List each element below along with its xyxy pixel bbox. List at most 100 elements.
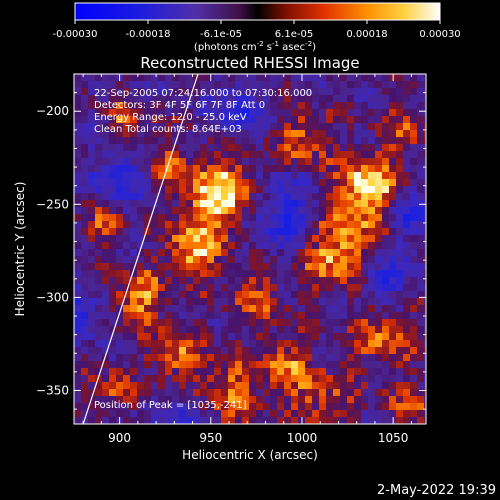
- heatmap-cell: [137, 242, 144, 249]
- heatmap-cell: [382, 326, 389, 333]
- heatmap-cell: [319, 396, 326, 403]
- heatmap-cell: [277, 291, 284, 298]
- heatmap-cell: [200, 116, 207, 123]
- heatmap-cell: [417, 102, 424, 109]
- heatmap-cell: [228, 382, 235, 389]
- heatmap-cell: [368, 375, 375, 382]
- heatmap-cell: [375, 137, 382, 144]
- heatmap-cell: [403, 109, 410, 116]
- heatmap-cell: [354, 312, 361, 319]
- heatmap-cell: [88, 235, 95, 242]
- heatmap-cell: [116, 95, 123, 102]
- heatmap-cell: [277, 221, 284, 228]
- heatmap-cell: [291, 410, 298, 417]
- heatmap-cell: [396, 382, 403, 389]
- heatmap-cell: [333, 326, 340, 333]
- heatmap-cell: [228, 270, 235, 277]
- heatmap-cell: [382, 186, 389, 193]
- heatmap-cell: [81, 291, 88, 298]
- heatmap-cell: [368, 305, 375, 312]
- heatmap-cell: [137, 263, 144, 270]
- heatmap-cell: [270, 270, 277, 277]
- heatmap-cell: [417, 193, 424, 200]
- heatmap-cell: [81, 172, 88, 179]
- heatmap-cell: [151, 137, 158, 144]
- heatmap-cell: [179, 403, 186, 410]
- heatmap-cell: [158, 165, 165, 172]
- heatmap-cell: [284, 263, 291, 270]
- heatmap-cell: [228, 116, 235, 123]
- heatmap-cell: [207, 235, 214, 242]
- heatmap-cell: [396, 95, 403, 102]
- heatmap-cell: [179, 102, 186, 109]
- heatmap-cell: [277, 277, 284, 284]
- heatmap-cell: [221, 340, 228, 347]
- heatmap-cell: [214, 249, 221, 256]
- heatmap-cell: [137, 312, 144, 319]
- heatmap-cell: [165, 382, 172, 389]
- heatmap-cell: [340, 109, 347, 116]
- heatmap-cell: [144, 361, 151, 368]
- heatmap-cell: [340, 319, 347, 326]
- heatmap-cell: [95, 116, 102, 123]
- heatmap-cell: [116, 221, 123, 228]
- heatmap-cell: [396, 74, 403, 81]
- heatmap-cell: [305, 130, 312, 137]
- heatmap-cell: [410, 172, 417, 179]
- heatmap-cell: [375, 151, 382, 158]
- plot-area: [74, 74, 426, 424]
- heatmap-cell: [165, 347, 172, 354]
- heatmap-cell: [256, 368, 263, 375]
- heatmap-cell: [382, 137, 389, 144]
- heatmap-cell: [116, 102, 123, 109]
- heatmap-cell: [270, 116, 277, 123]
- heatmap-cell: [81, 305, 88, 312]
- heatmap-cell: [382, 305, 389, 312]
- heatmap-cell: [410, 368, 417, 375]
- heatmap-cell: [130, 291, 137, 298]
- heatmap-cell: [389, 102, 396, 109]
- heatmap-cell: [151, 179, 158, 186]
- heatmap-cell: [214, 417, 221, 424]
- heatmap-cell: [291, 235, 298, 242]
- heatmap-cell: [158, 200, 165, 207]
- heatmap-cell: [424, 130, 426, 137]
- heatmap-cell: [305, 81, 312, 88]
- heatmap-cell: [137, 270, 144, 277]
- heatmap-cell: [298, 312, 305, 319]
- heatmap-cell: [403, 165, 410, 172]
- heatmap-cell: [123, 221, 130, 228]
- heatmap-cell: [235, 165, 242, 172]
- heatmap-cell: [193, 277, 200, 284]
- heatmap-cell: [382, 221, 389, 228]
- heatmap-cell: [165, 165, 172, 172]
- heatmap-cell: [137, 193, 144, 200]
- heatmap-cell: [326, 312, 333, 319]
- heatmap-cell: [403, 263, 410, 270]
- heatmap-cell: [326, 277, 333, 284]
- heatmap-cell: [193, 207, 200, 214]
- heatmap-cell: [95, 403, 102, 410]
- heatmap-cell: [95, 172, 102, 179]
- heatmap-cell: [235, 228, 242, 235]
- heatmap-cell: [417, 340, 424, 347]
- heatmap-cell: [109, 221, 116, 228]
- heatmap-cell: [249, 354, 256, 361]
- heatmap-cell: [221, 242, 228, 249]
- heatmap-cell: [326, 368, 333, 375]
- heatmap-cell: [319, 116, 326, 123]
- heatmap-cell: [81, 214, 88, 221]
- heatmap-cell: [291, 81, 298, 88]
- heatmap-cell: [242, 116, 249, 123]
- heatmap-cell: [263, 382, 270, 389]
- heatmap-cell: [340, 116, 347, 123]
- heatmap-cell: [256, 95, 263, 102]
- heatmap-cell: [102, 403, 109, 410]
- heatmap-cell: [242, 347, 249, 354]
- heatmap-cell: [291, 207, 298, 214]
- heatmap-cell: [200, 354, 207, 361]
- heatmap-cell: [102, 88, 109, 95]
- heatmap-cell: [88, 403, 95, 410]
- heatmap-cell: [396, 200, 403, 207]
- heatmap-cell: [221, 144, 228, 151]
